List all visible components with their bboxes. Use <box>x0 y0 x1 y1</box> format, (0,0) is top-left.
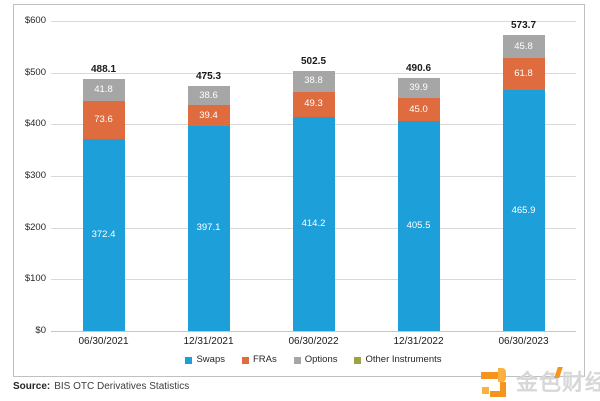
x-axis-category-label: 06/30/2022 <box>288 336 339 347</box>
legend-swatch-options <box>293 356 301 364</box>
source-line: Source: BIS OTC Derivatives Statistics <box>13 381 189 392</box>
segment-value-label: 49.3 <box>304 98 323 110</box>
segment-value-label: 45.8 <box>514 40 533 52</box>
segment-value-label: 465.9 <box>511 204 536 216</box>
bar-total-label: 475.3 <box>195 70 222 82</box>
y-axis-tick-label: $0 <box>35 325 46 336</box>
segment-value-label: 39.9 <box>409 81 428 93</box>
segment-value-label: 372.4 <box>91 228 116 240</box>
legend-item-options: Options <box>293 354 338 365</box>
chart-panel: $0 $100 $200 $300 $400 $500 $600 372.4 73.6 41.8 4… <box>13 4 585 377</box>
bar-segment-swaps: 465.9 <box>502 90 545 331</box>
segment-value-label: 414.2 <box>301 217 326 229</box>
legend-item-other-instruments: Other Instruments <box>354 354 442 365</box>
y-axis-tick-label: $200 <box>24 221 46 233</box>
segment-value-label: 39.4 <box>199 109 218 121</box>
bar-segment-fras: 61.8 <box>502 58 545 91</box>
segment-value-label: 38.6 <box>199 89 218 101</box>
segment-value-label: 397.1 <box>196 222 221 234</box>
bar-segment-options: 39.9 <box>397 77 440 99</box>
bar-total-label: 573.7 <box>510 19 537 31</box>
bar-segment-swaps: 405.5 <box>397 121 440 331</box>
legend-swatch-fras <box>241 356 249 364</box>
bar-segment-fras: 49.3 <box>292 91 335 117</box>
bar-segment-fras: 39.4 <box>187 105 230 126</box>
bar-total-label: 488.1 <box>90 63 117 75</box>
y-axis-tick-label: $400 <box>24 118 46 130</box>
legend-item-swaps: Swaps <box>185 355 225 365</box>
bar-total-label: 502.5 <box>300 56 327 68</box>
segment-value-label: 73.6 <box>94 113 113 125</box>
bar-segment-swaps: 414.2 <box>292 116 335 331</box>
legend-label: Other Instruments <box>365 354 442 365</box>
x-axis-category-label: 12/31/2021 <box>183 336 234 347</box>
watermark: 金色财经 <box>481 364 600 400</box>
y-axis-tick-label: $300 <box>24 170 46 181</box>
y-axis-tick-label: $600 <box>24 15 46 26</box>
segment-value-label: 61.8 <box>514 68 533 80</box>
segment-value-label: 405.5 <box>406 220 431 232</box>
segment-value-label: 38.8 <box>304 75 323 87</box>
legend-label: Options <box>304 354 338 365</box>
segment-value-label: 45.0 <box>409 103 428 115</box>
y-axis-tick-label: $100 <box>24 273 46 285</box>
gridline <box>51 21 576 22</box>
bar-segment-fras: 45.0 <box>397 98 440 122</box>
bar-segment-options: 41.8 <box>82 78 125 101</box>
chart-legend: Swaps FRAs Options Other Instruments <box>51 353 576 367</box>
source-text: BIS OTC Derivatives Statistics <box>54 381 190 392</box>
x-axis-category-label: 06/30/2023 <box>498 336 549 347</box>
bar-segment-fras: 73.6 <box>82 100 125 139</box>
x-axis-category-label: 06/30/2021 <box>78 336 129 347</box>
legend-item-fras: FRAs <box>241 354 277 365</box>
segment-value-label: 41.8 <box>94 83 113 95</box>
legend-swatch-swaps <box>185 356 193 364</box>
legend-label: Swaps <box>196 354 225 365</box>
x-axis-category-label: 12/31/2022 <box>393 336 444 347</box>
bar-total-label: 490.6 <box>405 62 432 74</box>
bar-segment-options: 38.8 <box>292 71 335 92</box>
jinse-logo-icon <box>481 366 511 399</box>
bar-segment-options: 38.6 <box>187 85 230 106</box>
gridline <box>51 331 576 332</box>
bar-segment-swaps: 372.4 <box>82 138 125 331</box>
bar-segment-options: 45.8 <box>502 34 545 59</box>
source-label: Source: <box>13 381 51 392</box>
bar-segment-swaps: 397.1 <box>187 125 230 331</box>
y-axis-tick-label: $500 <box>24 66 46 78</box>
legend-label: FRAs <box>252 354 277 365</box>
legend-swatch-other-instruments <box>354 356 362 364</box>
